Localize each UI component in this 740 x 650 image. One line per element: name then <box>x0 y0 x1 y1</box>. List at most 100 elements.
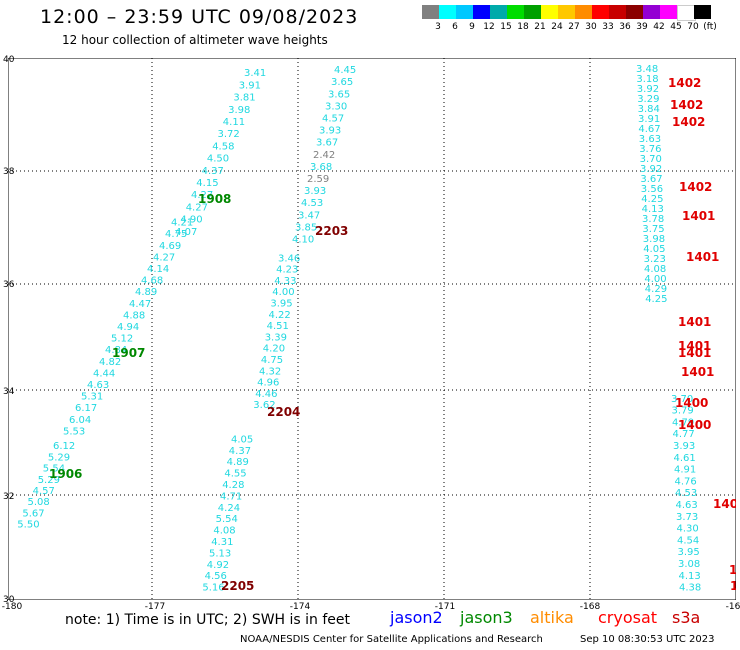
wave-height-value: 4.31 <box>211 537 233 548</box>
wave-height-value: 3.85 <box>295 222 317 233</box>
wave-height-value: 3.65 <box>331 77 353 88</box>
wave-height-value: 3.92 <box>640 164 662 175</box>
wave-height-value: 3.41 <box>244 68 266 79</box>
wave-height-value: 5.31 <box>81 392 103 403</box>
color-swatch <box>592 5 609 19</box>
grid-lines <box>8 58 736 600</box>
wave-height-value: 3.79 <box>672 406 694 417</box>
color-tick-label: 33 <box>602 22 614 32</box>
x-tick-label: -168 <box>579 602 601 612</box>
wave-height-value: 4.77 <box>673 429 695 440</box>
wave-height-value: 3.91 <box>638 114 660 125</box>
track-label: 1906 <box>49 467 82 481</box>
wave-height-value: 4.53 <box>675 488 697 499</box>
wave-height-value: 4.14 <box>147 264 169 275</box>
color-swatch <box>490 5 507 19</box>
color-swatch <box>524 5 541 19</box>
track-label: 2205 <box>221 579 254 593</box>
wave-height-value: 5.29 <box>38 475 60 486</box>
wave-height-value: 4.27 <box>191 190 213 201</box>
wave-height-value: 4.68 <box>141 276 163 287</box>
track-label: 1401 <box>678 346 711 360</box>
track-label: 1401 <box>678 339 711 353</box>
wave-height-value: 3.93 <box>319 126 341 137</box>
color-tick-label: 70 <box>687 22 699 32</box>
wave-height-value: 3.73 <box>676 512 698 523</box>
wave-height-value: 4.27 <box>186 202 208 213</box>
wave-height-value: 2.59 <box>307 174 329 185</box>
wave-height-value: 4.90 <box>180 215 202 226</box>
wave-height-value: 3.48 <box>636 64 658 75</box>
wave-height-value: 5.54 <box>43 464 65 475</box>
color-tick-label: 39 <box>636 22 648 32</box>
wave-height-value: 3.93 <box>673 441 695 452</box>
color-tick-label: (ft) <box>703 22 717 32</box>
track-label: 1402 <box>672 115 705 129</box>
wave-height-value: 5.12 <box>111 334 133 345</box>
x-tick-label: -174 <box>289 602 311 612</box>
wave-height-value: 4.76 <box>675 476 697 487</box>
wave-height-value: 3.76 <box>639 144 661 155</box>
wave-height-value: 4.55 <box>224 469 246 480</box>
wave-height-value: 4.63 <box>87 380 109 391</box>
track-label: 1401 <box>678 315 711 329</box>
y-tick-label: 40 <box>3 55 15 65</box>
wave-height-value: 2.42 <box>313 150 335 161</box>
data-marks: 3.413.913.813.984.113.724.584.504.374.15… <box>17 64 736 594</box>
wave-height-value: 3.98 <box>643 234 665 245</box>
wave-height-value: 3.75 <box>642 224 664 235</box>
wave-height-value: 3.68 <box>310 162 332 173</box>
wave-height-value: 4.71 <box>220 491 242 502</box>
wave-height-value: 4.92 <box>207 560 229 571</box>
wave-height-value: 3.70 <box>671 394 693 405</box>
color-swatch <box>694 5 711 19</box>
wave-height-value: 4.21 <box>171 218 193 229</box>
x-tick-label: -171 <box>434 602 456 612</box>
wave-height-value: 3.67 <box>640 174 662 185</box>
wave-height-value: 4.57 <box>33 486 55 497</box>
wave-height-value: 4.00 <box>272 287 294 298</box>
x-tick-label: -177 <box>144 602 166 612</box>
color-tick-label: 27 <box>568 22 580 32</box>
wave-height-value: 5.67 <box>22 508 44 519</box>
wave-height-value: 5.29 <box>48 452 70 463</box>
wave-height-value: 5.54 <box>216 514 238 525</box>
wave-height-value: 4.50 <box>207 154 229 165</box>
satellite-legend-item: jason3 <box>460 608 513 627</box>
wave-height-value: 4.47 <box>129 299 151 310</box>
color-swatch <box>660 5 677 19</box>
wave-height-value: 3.56 <box>641 184 663 195</box>
color-tick-label: 21 <box>534 22 546 32</box>
track-label: 1907 <box>112 346 145 360</box>
map-title: 12:00 – 23:59 UTC 09/08/2023 <box>40 6 359 28</box>
wave-height-value: 4.75 <box>165 229 187 240</box>
wave-height-value: 4.61 <box>674 453 696 464</box>
y-tick-label: 30 <box>3 595 15 605</box>
track-label: 1402 <box>668 76 701 90</box>
satellite-legend-item: s3a <box>672 608 701 627</box>
wave-height-value: 4.08 <box>213 526 235 537</box>
color-swatch <box>422 5 439 19</box>
wave-height-value: 5.53 <box>63 426 85 437</box>
track-label: 1401 <box>681 365 714 379</box>
wave-height-value: 3.62 <box>253 400 275 411</box>
y-tick-label: 34 <box>3 387 15 397</box>
color-swatch <box>609 5 626 19</box>
wave-height-value: 4.46 <box>255 389 277 400</box>
y-tick-label: 36 <box>3 280 15 290</box>
color-tick-label: 12 <box>483 22 495 32</box>
wave-height-value: 4.37 <box>229 446 251 457</box>
wave-height-value: 4.51 <box>267 321 289 332</box>
wave-height-value: 5.08 <box>28 497 50 508</box>
track-label: 140 <box>729 563 736 577</box>
wave-height-value: 5.50 <box>17 520 39 531</box>
color-tick-label: 24 <box>551 22 563 32</box>
wave-height-value: 3.29 <box>637 94 659 105</box>
wave-height-value: 4.69 <box>159 241 181 252</box>
wave-height-value: 4.91 <box>674 465 696 476</box>
satellite-legend-item: altika <box>530 608 574 627</box>
color-tick-label: 45 <box>670 22 682 32</box>
track-label: 1400 <box>678 418 711 432</box>
color-swatch <box>439 5 456 19</box>
wave-height-value: 4.24 <box>218 503 240 514</box>
